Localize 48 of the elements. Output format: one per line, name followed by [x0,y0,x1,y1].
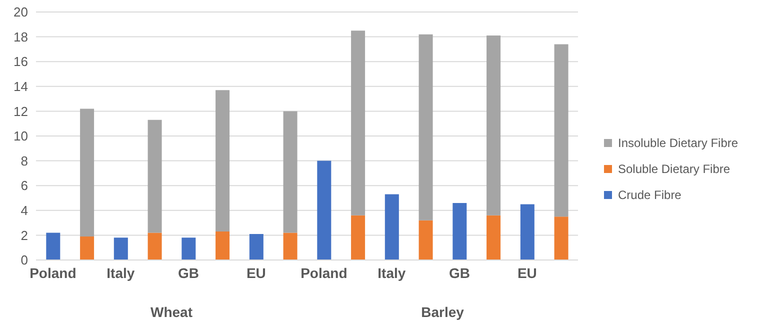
x-tick-label: EU [246,264,266,281]
legend-label: Insoluble Dietary Fibre [617,135,738,152]
bar [182,238,196,260]
y-tick-label: 20 [14,4,28,20]
text: Barley [420,304,465,320]
y-tick-label: 4 [20,203,28,218]
bar [486,215,501,260]
bar [554,216,568,260]
x-tick-label: Poland [30,264,76,281]
bar [486,36,501,216]
x-tick-label: Italy [106,264,135,281]
y-tick-label: 6 [20,178,28,194]
x-tick-label: GB [448,264,470,281]
bar [216,231,230,260]
bar [46,232,60,260]
x-tick-label: GB [178,264,199,281]
bar [520,204,534,260]
x-tick-label: Poland [300,264,348,281]
y-tick-label: 18 [14,29,28,44]
bar [418,34,433,220]
legend-label: Crude Fibre [617,187,682,204]
x-tick-label: EU [517,264,537,281]
text: Wheat [150,304,194,320]
x-tick-label: Italy [378,264,406,281]
y-tick-label: 10 [14,128,28,144]
bar [418,220,433,260]
bar [249,234,264,260]
bar [80,108,94,236]
legend-label: Soluble Dietary Fibre [617,161,732,178]
bar [452,202,467,260]
y-tick-label: 8 [20,153,28,168]
y-tick-label: 0 [20,252,28,268]
bar [317,160,332,260]
bar [351,30,366,216]
y-tick-label: 2 [20,228,28,243]
bar [148,120,162,233]
bar [80,236,94,260]
bar [554,44,568,217]
bar [283,111,298,233]
bar [283,232,298,260]
y-tick-label: 16 [14,54,28,70]
bar [216,90,230,232]
bar [148,232,162,260]
y-tick-label: 12 [14,104,28,119]
y-tick-label: 14 [14,79,28,94]
bar [351,215,366,260]
bar [114,238,128,260]
bar [384,194,399,260]
